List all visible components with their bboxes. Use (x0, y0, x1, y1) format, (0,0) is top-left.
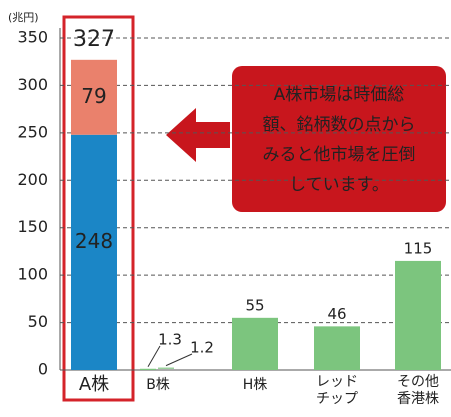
annotation-text: みると他市場を圧倒 (263, 145, 416, 165)
x-tick-label: チップ (316, 391, 358, 407)
value-label: 1.3 (158, 331, 182, 349)
value-label: 46 (327, 305, 346, 323)
y-tick-label: 150 (17, 217, 48, 236)
highlight-box (62, 15, 135, 402)
value-label: 1.2 (190, 339, 214, 357)
y-tick-label: 50 (28, 312, 48, 331)
unit-label: (兆円) (8, 11, 39, 24)
y-tick-label: 0 (38, 360, 48, 379)
x-tick-label: レッド (316, 374, 358, 390)
y-tick-label: 100 (17, 265, 48, 284)
y-tick-label: 250 (17, 122, 48, 141)
y-tick-label: 300 (17, 75, 48, 94)
y-tick-label: 200 (17, 170, 48, 189)
bar (314, 326, 360, 370)
bar (71, 134, 117, 370)
x-tick-label: B株 (146, 377, 170, 393)
bar (395, 260, 441, 370)
annotation-text: A株市場は時価総 (274, 85, 405, 105)
bar (232, 317, 278, 370)
value-label: 248 (75, 229, 113, 253)
arrow (166, 108, 230, 162)
value-label: 79 (81, 84, 106, 108)
leader-line (165, 353, 193, 367)
bar (158, 367, 174, 369)
x-tick-label: A株 (79, 374, 109, 395)
callout (232, 66, 446, 212)
bar (140, 368, 156, 370)
value-label: 55 (245, 296, 264, 314)
value-label: 115 (404, 239, 433, 257)
x-tick-label: 香港株 (397, 391, 439, 407)
leader-line (147, 345, 161, 368)
total-label: 327 (73, 27, 115, 52)
x-tick-label: その他 (397, 374, 439, 390)
annotation-text: 額、銘柄数の点から (263, 115, 416, 135)
y-tick-label: 350 (17, 28, 48, 47)
bar (71, 59, 117, 135)
x-tick-label: H株 (243, 377, 268, 393)
annotation-text: しています。 (289, 175, 389, 195)
